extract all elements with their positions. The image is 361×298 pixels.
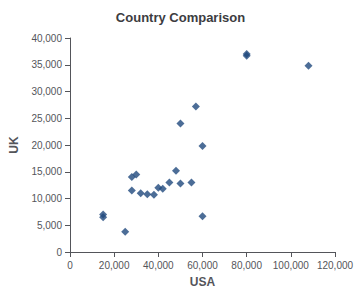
svg-text:USA: USA (190, 275, 216, 289)
svg-text:40,000: 40,000 (143, 260, 174, 271)
svg-text:15,000: 15,000 (31, 166, 62, 177)
svg-text:25,000: 25,000 (31, 113, 62, 124)
svg-text:0: 0 (56, 247, 62, 258)
svg-text:0: 0 (67, 260, 73, 271)
svg-text:35,000: 35,000 (31, 59, 62, 70)
svg-text:60,000: 60,000 (187, 260, 218, 271)
svg-text:100,000: 100,000 (273, 260, 310, 271)
svg-text:UK: UK (7, 136, 21, 154)
svg-text:80,000: 80,000 (231, 260, 262, 271)
svg-text:20,000: 20,000 (31, 140, 62, 151)
svg-text:30,000: 30,000 (31, 86, 62, 97)
svg-text:20,000: 20,000 (99, 260, 130, 271)
svg-text:5,000: 5,000 (37, 220, 62, 231)
svg-text:40,000: 40,000 (31, 33, 62, 44)
svg-text:10,000: 10,000 (31, 193, 62, 204)
svg-text:120,000: 120,000 (317, 260, 354, 271)
svg-text:Country Comparison: Country Comparison (116, 10, 245, 25)
